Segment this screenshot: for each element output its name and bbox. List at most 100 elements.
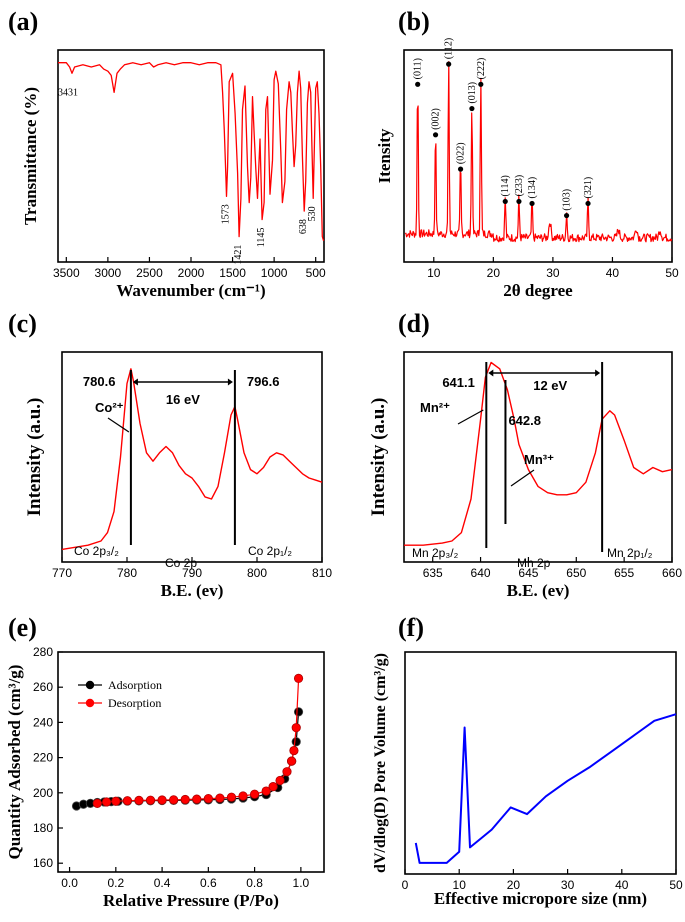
panel-a-peak-label: 638	[298, 219, 309, 234]
panel-e-desorption-point	[111, 796, 121, 806]
panel-e-desorption-point	[101, 797, 112, 807]
panel-c-x-tick-label: 770	[52, 566, 72, 580]
panel-b-peak-label: (011)	[413, 58, 424, 79]
panel-d-x-tick-label: 655	[614, 566, 634, 580]
panel-e-y-tick-label: 200	[33, 786, 53, 800]
panel-f-x-axis-label: Effective micropore size (nm)	[434, 889, 647, 908]
panel-e-legend-marker	[85, 698, 95, 708]
panel-d-ion1-label: Mn²⁺	[420, 400, 450, 415]
panel-a-peak-label: 530	[307, 206, 318, 221]
panel-b-peak-label: (112)	[444, 38, 455, 59]
panel-e-desorption-point	[145, 795, 156, 805]
panel-d-ion2-label: Mn³⁺	[524, 452, 554, 467]
panel-e-desorption-point	[268, 782, 278, 792]
panel-a-peak-label: 1421	[233, 245, 244, 265]
panel-e-desorption-point	[192, 794, 202, 804]
panel-d-panel-label: (d)	[398, 309, 430, 338]
panel-f-frame	[404, 651, 677, 875]
panel-e-desorption-point	[180, 794, 190, 805]
panel-e-x-tick-label: 1.0	[293, 876, 310, 890]
panel-b-peak-marker	[502, 198, 508, 205]
panel-d-peak1-label: 641.1	[442, 375, 475, 390]
panel-e: (e) 0.0 0.2 0.4 0.6 0.8 1.0 160 180 200 220 240 260 2…	[5, 613, 325, 910]
panel-e-desorption-point	[289, 745, 299, 756]
panel-e-desorption-point	[226, 792, 237, 802]
panel-c-center-label: Co 2p	[165, 556, 197, 570]
panel-c-ion-label: Co²⁺	[95, 400, 124, 415]
panel-b-peak-marker	[478, 81, 484, 87]
panel-a-x-tick-label: 3000	[95, 266, 122, 280]
panel-e-x-axis-label: Relative Pressure (P/Po)	[103, 891, 279, 910]
panel-c-peak2-label: 796.6	[247, 374, 280, 389]
panel-d-gap-label: 12 eV	[533, 378, 567, 393]
panel-f: (f) 0 10 20 30 40 50 Effective micropore size (…	[372, 613, 683, 908]
panel-f-x-tick-label: 40	[615, 878, 629, 892]
panel-e-adsorption-point	[291, 737, 301, 747]
panel-d-spectrum-line	[404, 361, 673, 546]
panel-e-desorption-point	[282, 767, 292, 777]
panel-c-gap-label: 16 eV	[166, 392, 200, 407]
panel-b-peak-label: (222)	[476, 58, 487, 80]
panel-e-desorption-point	[275, 775, 285, 786]
panel-c-peak1-label: 780.6	[83, 374, 116, 389]
panel-b-x-tick-label: 20	[487, 266, 501, 280]
panel-a-x-tick-label: 2000	[178, 266, 205, 280]
panel-a: (a) 3500 3000 2500 2000 1500 1000 500 Wavenumber…	[8, 7, 326, 300]
panel-d-x-tick-label: 660	[662, 566, 682, 580]
panel-a-spectrum-line	[58, 62, 325, 241]
panel-e-desorption-point	[122, 796, 132, 806]
panel-b-frame	[403, 49, 673, 263]
panel-b-y-axis-label: Itensity	[375, 128, 394, 183]
panel-a-x-tick-label: 1500	[219, 266, 246, 280]
panel-b-pattern-line	[404, 60, 673, 243]
panel-f-x-tick-label: 10	[453, 878, 467, 892]
panel-e-y-tick-label: 280	[33, 645, 53, 659]
panel-e-x-tick-label: 0.2	[107, 876, 124, 890]
panel-a-frame	[57, 49, 325, 263]
panel-c-gap-arrowhead	[227, 378, 233, 386]
panel-e-x-tick-label: 0.6	[200, 876, 217, 890]
panel-b-peak-label: (022)	[456, 142, 467, 164]
panel-f-x-tick-label: 50	[669, 878, 683, 892]
panel-a-panel-label: (a)	[8, 7, 38, 36]
panel-c-x-tick-label: 780	[117, 566, 137, 580]
panel-e-y-tick-label: 240	[33, 715, 53, 729]
panel-d-ion1-arrow	[457, 409, 484, 425]
panel-e-y-tick-label: 260	[33, 680, 53, 694]
panel-a-peak-label: 3431	[58, 87, 78, 98]
panel-e-desorption-point	[250, 789, 260, 799]
panel-f-x-tick-label: 20	[507, 878, 521, 892]
panel-e-panel-label: (e)	[8, 613, 37, 642]
panel-a-x-tick-label: 1000	[261, 266, 288, 280]
panel-e-desorption-point	[134, 795, 144, 805]
panel-e-desorption-point	[291, 723, 301, 733]
panel-e-legend-label: Desorption	[108, 696, 161, 710]
panel-c-x-axis-label: B.E. (ev)	[161, 581, 224, 600]
panel-a-peak-label: 1145	[256, 228, 267, 248]
panel-e-desorption-point	[215, 793, 225, 803]
panel-a-x-tick-label: 3500	[53, 266, 80, 280]
panel-c-panel-label: (c)	[8, 309, 37, 338]
panel-d-x-axis-label: B.E. (ev)	[507, 581, 570, 600]
panel-b-peak-label: (002)	[431, 108, 442, 130]
panel-b-x-tick-label: 30	[546, 266, 560, 280]
panel-b-x-tick-label: 40	[606, 266, 620, 280]
panel-e-x-tick-label: 0.8	[246, 876, 263, 890]
panel-d-gap-arrowhead	[488, 369, 494, 377]
panel-d-x-tick-label: 640	[471, 566, 491, 580]
panel-e-desorption-point	[92, 798, 102, 808]
panel-b-x-tick-label: 10	[427, 266, 441, 280]
panel-b-peak-marker	[457, 166, 464, 172]
panel-d-y-axis-label: Intensity (a.u.)	[368, 398, 389, 517]
panel-d-x-tick-label: 635	[423, 566, 443, 580]
panel-b-peak-marker	[469, 105, 475, 112]
panel-e-desorption-point	[169, 795, 179, 805]
panel-e-x-tick-label: 0.0	[61, 876, 78, 890]
panel-e-y-tick-label: 180	[33, 821, 53, 835]
panel-e-x-tick-label: 0.4	[154, 876, 171, 890]
panel-b-x-axis-label: 2θ degree	[503, 281, 573, 300]
panel-b: (b) 10 20 30 40 50 2θ degree Itensity (011) (002)…	[375, 7, 679, 300]
panel-f-distribution-line	[414, 713, 677, 864]
panel-f-x-tick-label: 0	[402, 878, 409, 892]
panel-b-peak-marker	[529, 200, 535, 207]
